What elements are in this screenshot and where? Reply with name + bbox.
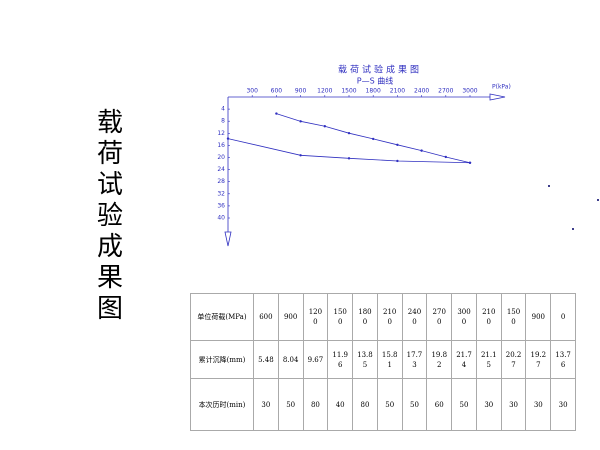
x-tick-label: 1200 [317,88,332,95]
y-tick-label: 16 [217,142,225,149]
table-cell: 20.27 [500,340,527,379]
dot [548,185,550,187]
x-tick-label: 900 [295,88,307,95]
dot [572,228,574,230]
y-tick-label: 32 [217,190,225,197]
table-cell: 2100 [376,293,403,341]
table-cell: 1500 [327,293,354,341]
axes [224,93,506,247]
table-cell: 1500 [500,293,527,341]
table-cell: 80 [302,378,329,431]
table-cell: 21.15 [475,340,502,379]
dot [597,199,599,201]
chart: 载荷试验成果图 P—S 曲线 P(kPa) 300 600 900 1200 1500 1… [217,64,599,247]
data-point [444,155,447,159]
row-header: 累计沉降(mm) [190,340,254,379]
table-cell: 2700 [426,293,453,341]
table-cell: 1200 [302,293,329,341]
data-point [226,137,230,140]
row-header: 本次历时(min) [190,378,254,431]
chart-title: 载荷试验成果图 [338,64,422,76]
y-tick-label: 20 [217,154,225,161]
table-cell: 2400 [401,293,428,341]
table-row: 累计沉降(mm) 5.48 8.04 9.67 11.96 13.85 15.81 17.73… [190,340,576,379]
y-tick-label: 28 [217,178,225,185]
heading: 载荷试验成果图 [96,108,123,324]
table-cell: 600 [253,293,279,341]
y-tick-label: 4 [221,106,225,113]
table-cell: 80 [352,378,378,431]
table-cell: 50 [376,378,403,431]
y-tick-label: 36 [217,202,225,209]
x-axis-label: P(kPa) [492,84,511,91]
table-cell: 1800 [352,293,378,341]
table-row: 本次历时(min) 30 50 80 40 80 50 50 60 50 30 30 30 30 [190,378,576,431]
table-cell: 900 [525,293,552,341]
table-row: 单位荷载(MPa) 600 900 1200 1500 1800 2100 2400 2700 3… [190,293,576,341]
data-point [347,157,351,160]
x-tick-label: 2700 [438,88,453,95]
data-point [323,125,326,128]
table-cell: 60 [426,378,453,431]
x-tick-label: 2400 [414,88,429,95]
data-point [299,120,302,123]
table-cell: 5.48 [253,340,279,379]
x-tick-label: 600 [271,88,283,95]
x-tick-label: 1800 [366,88,381,95]
data-point [299,154,302,157]
x-tick-label: 1500 [341,88,356,95]
table-cell: 50 [277,378,304,431]
row-header: 单位荷载(MPa) [190,293,254,341]
table-cell: 13.76 [550,340,576,379]
table-cell: 50 [451,378,477,431]
data-point [347,131,351,135]
x-tick-label: 2100 [390,88,405,95]
chart-subtitle: P—S 曲线 [357,76,393,86]
data-point [420,149,423,152]
data-point [396,143,399,147]
y-tick-label: 8 [221,118,225,125]
table-cell: 900 [277,293,304,341]
table-cell: 19.82 [426,340,453,379]
data-point [396,159,399,163]
table-cell: 0 [550,293,576,341]
table-cell: 30 [253,378,279,431]
table-cell: 30 [550,378,576,431]
table-cell: 11.96 [327,340,354,379]
data-table: 单位荷载(MPa) 600 900 1200 1500 1800 2100 2400 2700 3… [190,293,576,431]
data-point [372,137,375,141]
y-tick-label: 40 [217,215,225,222]
table-cell: 17.73 [401,340,428,379]
y-tick-label: 12 [217,130,225,137]
table-cell: 19.27 [525,340,552,379]
table-cell: 3000 [451,293,477,341]
table-cell: 15.81 [376,340,403,379]
table-cell: 21.74 [451,340,477,379]
table-cell: 30 [475,378,502,431]
x-tick-label: 3000 [462,88,477,95]
table-cell: 40 [327,378,354,431]
y-tick-label: 24 [217,166,225,173]
table-cell: 50 [401,378,428,431]
x-tick-label: 300 [246,88,258,95]
table-cell: 9.67 [302,340,329,379]
data-point [468,161,472,164]
table-cell: 30 [500,378,527,431]
table-cell: 8.04 [277,340,304,379]
table-cell: 2100 [475,293,502,341]
data-point [275,112,278,115]
table-cell: 30 [525,378,552,431]
table-cell: 13.85 [352,340,378,379]
